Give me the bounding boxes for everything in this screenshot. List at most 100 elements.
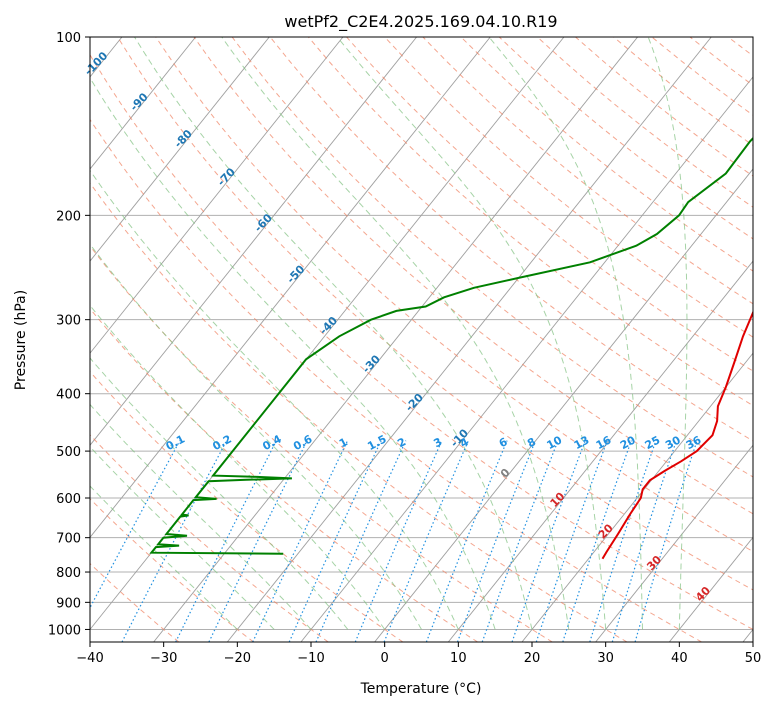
mixing-ratio-label: 6 bbox=[497, 435, 510, 450]
mixing-ratio-line bbox=[354, 440, 443, 642]
x-tick-label: 0 bbox=[381, 651, 389, 666]
mixing-ratio-line bbox=[535, 440, 608, 642]
isotherm-label: 40 bbox=[693, 584, 713, 604]
isotherm-line bbox=[595, 444, 753, 642]
moist-adiabat-line bbox=[488, 37, 643, 630]
moist-adiabat-line bbox=[90, 485, 238, 630]
moist-adiabat-line bbox=[90, 169, 459, 630]
mixing-ratio-label: 10 bbox=[545, 433, 565, 452]
mixing-ratio-label: 20 bbox=[618, 433, 638, 452]
isotherm-label: 10 bbox=[548, 490, 568, 510]
dry-adiabat-line bbox=[308, 37, 753, 407]
isotherm-line bbox=[153, 37, 638, 642]
isotherm-label: 0 bbox=[498, 466, 513, 481]
isotherm-label: -20 bbox=[403, 391, 426, 415]
x-tick-label: −20 bbox=[224, 651, 251, 666]
moist-adiabat-line bbox=[336, 37, 607, 630]
x-tick-label: 50 bbox=[745, 651, 762, 666]
mixing-ratio-line bbox=[383, 440, 469, 642]
isotherm-line bbox=[90, 37, 417, 447]
y-tick-label: 500 bbox=[56, 445, 81, 460]
mixing-ratio-label: 1.5 bbox=[365, 433, 388, 454]
dry-adiabat-line bbox=[269, 37, 753, 442]
x-tick-label: 30 bbox=[597, 651, 614, 666]
mixing-ratio-line bbox=[634, 440, 698, 642]
mixing-ratio-line bbox=[481, 440, 559, 642]
y-tick-label: 600 bbox=[56, 492, 81, 507]
y-tick-label: 400 bbox=[56, 388, 81, 403]
moist-adiabat-line bbox=[90, 403, 312, 630]
dry-adiabat-line bbox=[422, 37, 753, 305]
mixing-ratio-label: 36 bbox=[684, 433, 704, 452]
x-axis-label: Temperature (°C) bbox=[360, 681, 482, 697]
mixing-ratio-line bbox=[208, 440, 308, 642]
dry-adiabat-line bbox=[90, 498, 254, 642]
mixing-ratio-label: 0.4 bbox=[260, 432, 284, 453]
y-tick-label: 700 bbox=[56, 532, 81, 547]
y-axis-label: Pressure (hPa) bbox=[13, 290, 29, 390]
mixing-ratio-label: 13 bbox=[572, 434, 592, 453]
dry-adiabat-line bbox=[90, 370, 404, 642]
y-tick-label: 1000 bbox=[48, 623, 81, 638]
y-tick-label: 200 bbox=[56, 209, 81, 224]
moist-adiabat-line bbox=[90, 357, 349, 630]
dry-adiabat-line bbox=[346, 37, 753, 372]
isotherm-line bbox=[90, 37, 344, 354]
mixing-ratio-label: 30 bbox=[663, 433, 683, 452]
isotherm-line bbox=[90, 37, 270, 262]
moist-adiabat-line bbox=[90, 304, 386, 630]
isotherm-label: 30 bbox=[644, 553, 664, 573]
moist-adiabat-line bbox=[90, 446, 275, 630]
dry-adiabat-line bbox=[613, 37, 753, 146]
y-tick-label: 300 bbox=[56, 314, 81, 329]
mixing-ratio-label: 0.1 bbox=[164, 432, 187, 453]
mixing-ratio-line bbox=[511, 440, 586, 642]
dry-adiabat-line bbox=[90, 434, 329, 642]
mixing-ratio-line bbox=[589, 440, 657, 642]
moist-adiabat-line bbox=[221, 37, 570, 630]
isotherm-line bbox=[447, 260, 753, 642]
isotherm-line bbox=[521, 352, 753, 642]
isotherm-line bbox=[374, 168, 753, 642]
isotherm-label: -70 bbox=[215, 165, 238, 189]
mixing-ratio-label: 8 bbox=[525, 435, 538, 450]
dry-adiabat-line bbox=[90, 307, 478, 642]
isotherm-label: -100 bbox=[82, 49, 111, 78]
moist-adiabat-line bbox=[90, 243, 422, 630]
mixing-ratio-label: 2 bbox=[395, 435, 408, 450]
isotherm-label: -40 bbox=[317, 314, 340, 338]
dry-adiabat-line bbox=[727, 37, 753, 57]
mixing-ratio-label: 16 bbox=[594, 433, 614, 452]
y-tick-label: 800 bbox=[56, 566, 81, 581]
isotherm-label: -30 bbox=[360, 352, 383, 376]
mixing-ratio-line bbox=[456, 440, 537, 642]
mixing-ratio-line bbox=[288, 440, 382, 642]
mixing-ratio-label: 1 bbox=[337, 435, 350, 450]
x-tick-label: −30 bbox=[150, 651, 177, 666]
mixing-ratio-label: 0.2 bbox=[211, 432, 234, 453]
mixing-ratio-line bbox=[90, 440, 181, 609]
plot-frame bbox=[89, 36, 754, 643]
dry-adiabat-line bbox=[117, 37, 753, 591]
dry-adiabat-line bbox=[90, 182, 628, 642]
dry-adiabat-line bbox=[90, 53, 753, 630]
isotherm-label: -80 bbox=[172, 127, 195, 151]
chart-title: wetPf2_C2E4.2025.169.04.10.R19 bbox=[284, 12, 557, 32]
moist-adiabat-line bbox=[647, 37, 688, 630]
dry-adiabat-line bbox=[90, 562, 180, 642]
mixing-ratio-line bbox=[425, 440, 508, 642]
dry-adiabat-line bbox=[231, 37, 753, 478]
mixing-ratio-label: 0.6 bbox=[291, 432, 315, 453]
dry-adiabat-line bbox=[155, 37, 753, 553]
dry-adiabat-line bbox=[193, 37, 753, 515]
mixing-ratio-label: 25 bbox=[643, 433, 663, 452]
plot-area bbox=[90, 37, 753, 642]
y-tick-label: 100 bbox=[56, 31, 81, 46]
isotherm-line bbox=[90, 37, 196, 170]
isotherm-line bbox=[742, 628, 753, 642]
x-tick-label: 10 bbox=[450, 651, 467, 666]
dewpoint-profile-line bbox=[149, 136, 753, 555]
isotherm-label: -50 bbox=[284, 262, 307, 286]
dry-adiabat-line bbox=[498, 37, 753, 240]
